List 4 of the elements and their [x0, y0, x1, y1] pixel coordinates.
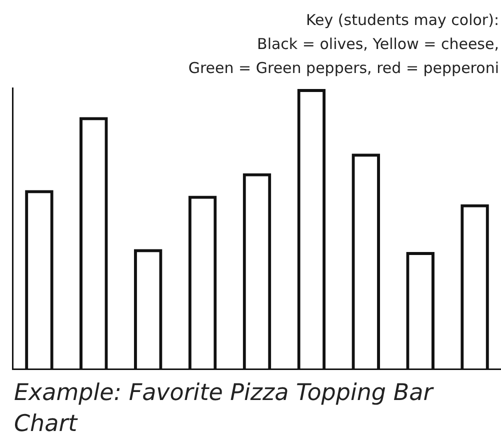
- text: Example: Favorite Pizza Topping Bar Chart: [14, 379, 435, 439]
- text: Key (students may color):: [304, 10, 499, 31]
- text: Black = olives, Yellow = cheese,: [256, 34, 499, 55]
- text: Green = Green peppers, red = pepperoni: [188, 58, 499, 79]
